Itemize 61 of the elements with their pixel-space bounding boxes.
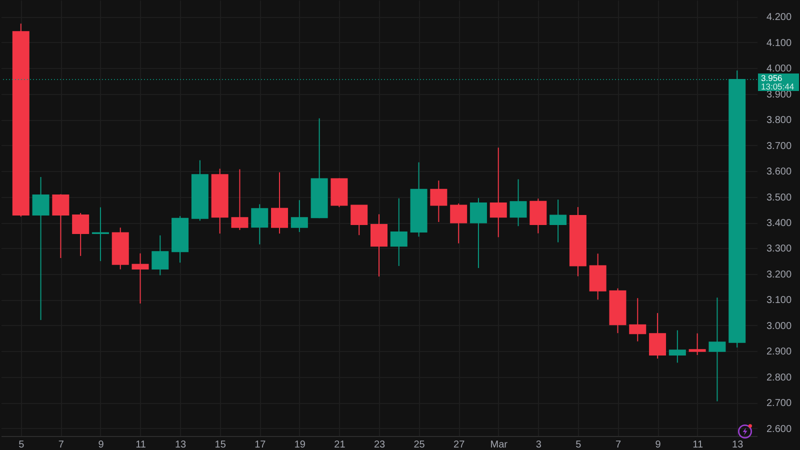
y-tick-label: 3.800 — [766, 115, 792, 126]
candlestick — [530, 198, 547, 234]
candlestick — [32, 176, 50, 320]
x-tick-label: 15 — [214, 440, 226, 450]
candlestick — [350, 204, 368, 236]
y-tick-label: 4.000 — [766, 64, 792, 75]
candlestick — [290, 200, 308, 233]
candlestick — [629, 298, 646, 342]
y-tick-label: 3.700 — [766, 140, 792, 152]
x-tick-label: 9 — [98, 440, 104, 450]
candlestick — [688, 332, 706, 356]
y-tick-label: 2.800 — [766, 372, 792, 384]
y-tick-label: 4.200 — [766, 12, 792, 24]
y-tick-label: 3.600 — [766, 166, 792, 178]
x-tick-label: 7 — [615, 440, 622, 450]
x-tick-label: 5 — [576, 440, 582, 450]
candlestick — [132, 252, 149, 304]
candlestick — [668, 330, 686, 364]
y-tick-label: 2.600 — [766, 424, 792, 435]
candlestick — [271, 172, 288, 234]
candlestick — [370, 214, 388, 278]
text: 13:05:44 — [761, 81, 794, 92]
y-tick-label: 3.000 — [766, 320, 792, 332]
x-tick-label: 7 — [58, 440, 64, 450]
candlestick — [649, 312, 666, 360]
x-tick-label: 25 — [414, 440, 426, 450]
ref-line-label: 3.956 — [761, 72, 783, 83]
x-tick-label: 11 — [692, 440, 704, 450]
y-tick-label: 4.100 — [766, 38, 792, 49]
x-tick-label: 23 — [374, 440, 386, 450]
y-tick-label: 2.700 — [766, 398, 792, 410]
candlestick — [490, 147, 507, 238]
candlestick — [390, 198, 408, 266]
candlestick — [510, 178, 527, 227]
x-tick-label: 27 — [454, 440, 466, 450]
y-tick-label: 3.200 — [766, 269, 792, 280]
x-tick-label: 3 — [536, 440, 542, 450]
candlestick — [430, 180, 448, 222]
y-tick-label: 3.500 — [766, 192, 792, 204]
y-tick-label: 3.300 — [766, 244, 792, 255]
x-tick-label: 17 — [254, 440, 266, 450]
candlestick — [152, 234, 169, 276]
candlestick — [470, 198, 487, 269]
candlestick — [52, 194, 70, 258]
x-tick-label: 11 — [136, 440, 146, 450]
candlestick — [251, 204, 268, 245]
x-tick-label: Mar — [490, 440, 508, 450]
candlestick — [231, 168, 248, 230]
x-tick-label: 5 — [18, 440, 25, 450]
y-tick-label: 3.100 — [766, 295, 792, 306]
x-tick-label: 13 — [174, 440, 187, 450]
candlestick — [72, 212, 90, 256]
x-tick-label: 13 — [732, 440, 744, 450]
y-tick-label: 2.900 — [766, 346, 792, 358]
x-tick-label: 19 — [294, 440, 306, 450]
candlestick — [550, 199, 567, 243]
candlestick — [708, 297, 726, 402]
x-tick-label: 9 — [655, 440, 662, 450]
x-tick-label: 21 — [334, 440, 346, 450]
candlestick — [450, 202, 468, 244]
y-tick-label: 3.400 — [766, 218, 792, 229]
